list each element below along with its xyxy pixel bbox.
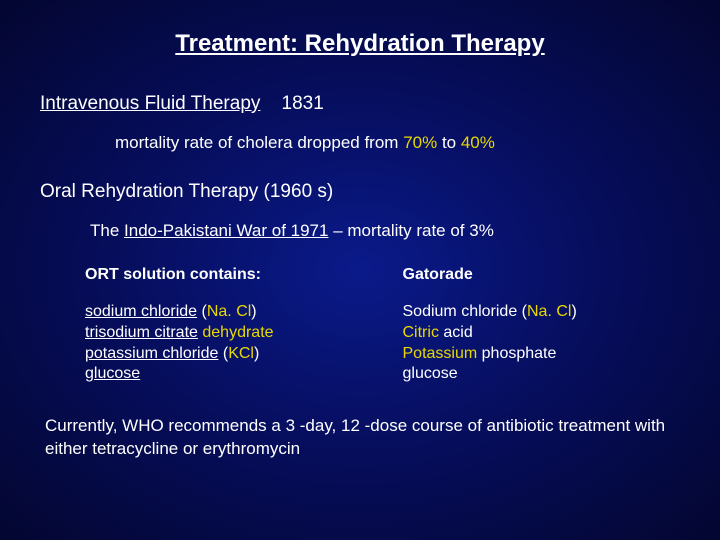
oral-therapy-header: Oral Rehydration Therapy (1960 s)	[40, 181, 680, 203]
ort-item: trisodium citrate dehydrate	[85, 323, 363, 344]
slide-title: Treatment: Rehydration Therapy	[100, 30, 620, 58]
gatorade-item: Potassium phosphate	[403, 344, 681, 365]
mortality-prefix: mortality rate of cholera dropped from	[115, 133, 403, 152]
war-name: Indo-Pakistani War of 1971	[124, 221, 328, 240]
war-prefix: The	[90, 221, 124, 240]
who-recommendation: Currently, WHO recommends a 3 -day, 12 -…	[45, 415, 680, 461]
mortality-mid: to	[437, 133, 461, 152]
mortality-to: 40%	[461, 133, 495, 152]
ort-header: ORT solution contains:	[85, 266, 363, 284]
gatorade-item: Sodium chloride (Na. Cl)	[403, 302, 681, 323]
oral-label: Oral Rehydration Therapy (1960 s)	[40, 181, 333, 202]
war-line: The Indo-Pakistani War of 1971 – mortali…	[90, 221, 680, 241]
iv-mortality-line: mortality rate of cholera dropped from 7…	[115, 133, 680, 153]
columns-container: ORT solution contains: sodium chloride (…	[85, 266, 680, 385]
gatorade-item: glucose	[403, 364, 681, 385]
gatorade-column: Gatorade Sodium chloride (Na. Cl) Citric…	[403, 266, 681, 385]
ort-column: ORT solution contains: sodium chloride (…	[85, 266, 363, 385]
mortality-from: 70%	[403, 133, 437, 152]
ort-item: glucose	[85, 364, 363, 385]
iv-year: 1831	[282, 93, 324, 114]
iv-label: Intravenous Fluid Therapy	[40, 93, 260, 114]
ort-item: potassium chloride (KCl)	[85, 344, 363, 365]
gatorade-item: Citric acid	[403, 323, 681, 344]
iv-therapy-header: Intravenous Fluid Therapy 1831	[40, 93, 680, 115]
ort-item: sodium chloride (Na. Cl)	[85, 302, 363, 323]
gatorade-header: Gatorade	[403, 266, 681, 284]
war-suffix: – mortality rate of 3%	[328, 221, 493, 240]
